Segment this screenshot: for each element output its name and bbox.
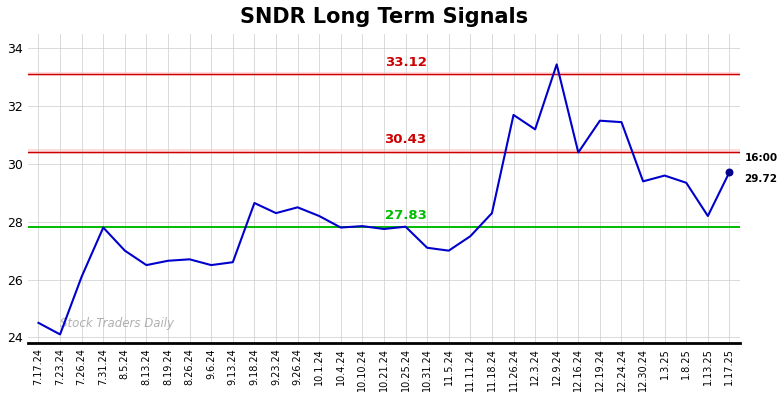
Title: SNDR Long Term Signals: SNDR Long Term Signals (240, 7, 528, 27)
Text: 27.83: 27.83 (385, 209, 426, 222)
Text: Stock Traders Daily: Stock Traders Daily (60, 317, 174, 330)
Text: 29.72: 29.72 (745, 174, 778, 183)
Point (723, 169, 735, 175)
Bar (27, 72, 740, 76)
Text: 30.43: 30.43 (384, 133, 426, 146)
Text: 33.12: 33.12 (385, 56, 426, 69)
Text: 16:00: 16:00 (745, 153, 778, 163)
Bar (27, 149, 740, 154)
